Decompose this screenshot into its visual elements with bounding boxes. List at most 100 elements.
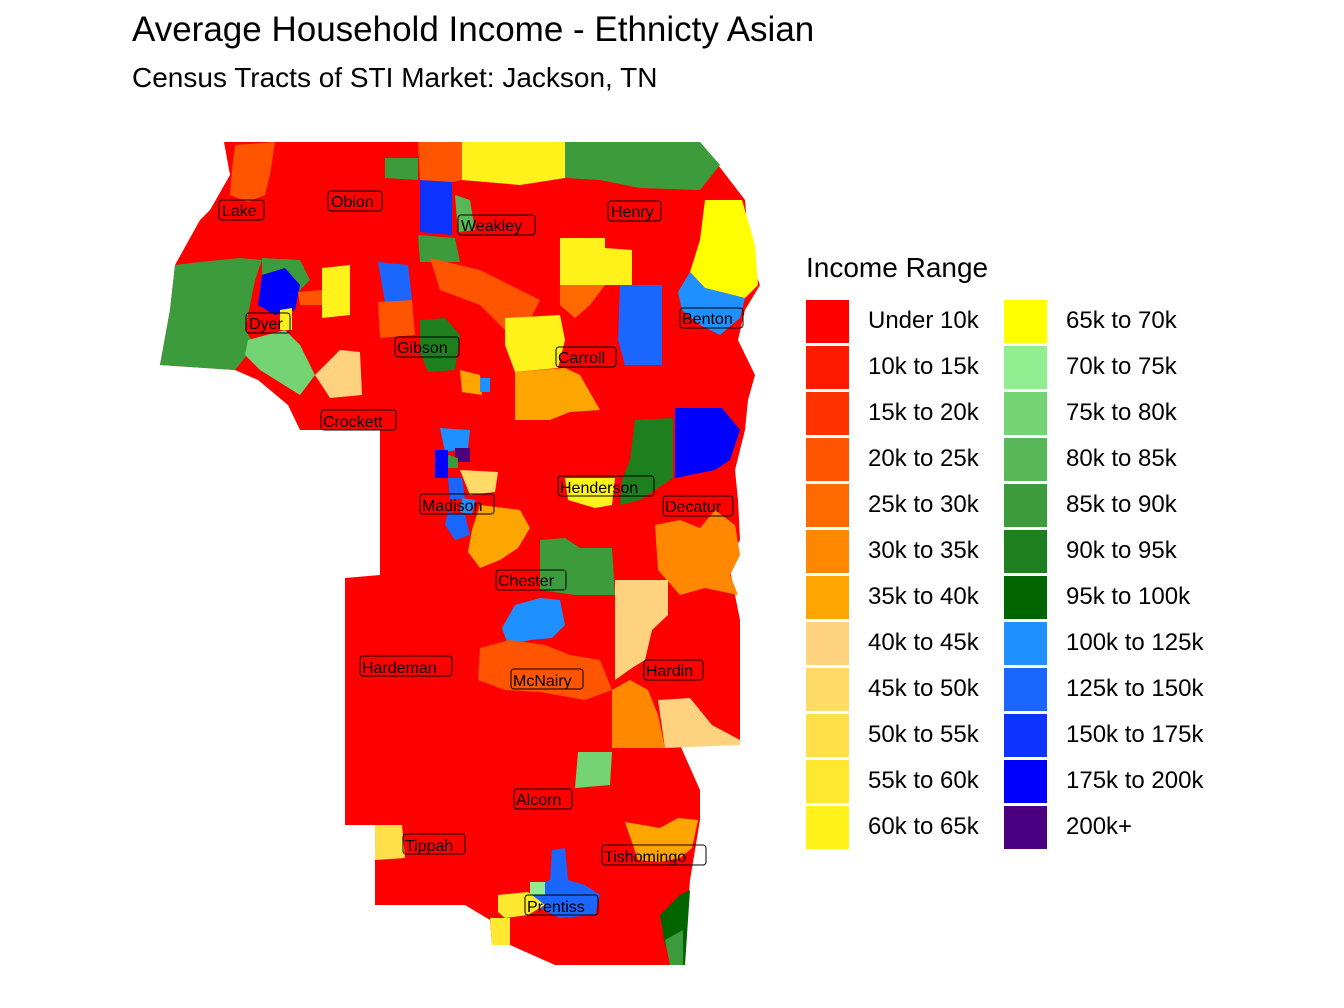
tract [440, 428, 470, 452]
legend-label: 95k to 100k [1066, 583, 1191, 610]
legend-item: 65k to 70k [1004, 298, 1202, 344]
svg-text:Weakley: Weakley [461, 218, 522, 235]
legend-item: 95k to 100k [1004, 574, 1202, 620]
tract [418, 142, 462, 185]
tract [490, 918, 510, 945]
svg-text:Hardin: Hardin [646, 663, 693, 680]
tract [620, 418, 673, 505]
tract [565, 478, 615, 508]
svg-text:Alcorn: Alcorn [516, 792, 561, 809]
tract [448, 455, 458, 468]
legend-item: 200k+ [1004, 804, 1202, 850]
tract [618, 285, 662, 365]
legend-item: 15k to 20k [806, 390, 1004, 436]
county-label-weakley: Weakley [457, 214, 536, 236]
county-label-madison: Madison [419, 493, 495, 515]
legend-item: 55k to 60k [806, 758, 1004, 804]
legend-label: 85k to 90k [1066, 491, 1177, 518]
legend-item: 75k to 80k [1004, 390, 1202, 436]
svg-text:McNairy: McNairy [513, 673, 572, 690]
svg-text:Dyer: Dyer [249, 316, 283, 333]
tract [502, 598, 565, 645]
legend-swatch [1004, 437, 1047, 481]
tract [378, 262, 412, 302]
svg-text:Henderson: Henderson [560, 480, 638, 497]
legend-label: 100k to 125k [1066, 629, 1204, 656]
legend-label: 35k to 40k [868, 583, 979, 610]
svg-text:Obion: Obion [331, 194, 374, 211]
legend-title: Income Range [806, 252, 989, 283]
legend-item: 30k to 35k [806, 528, 1004, 574]
legend-item: 70k to 75k [1004, 344, 1202, 390]
legend-swatch [1004, 529, 1047, 573]
legend-swatch [1004, 805, 1047, 849]
tract [565, 142, 720, 190]
svg-text:Decatur: Decatur [665, 499, 722, 516]
legend-label: 45k to 50k [868, 675, 979, 702]
map-title: Average Household Income - Ethnicty Asia… [132, 10, 815, 49]
legend-swatch [806, 575, 849, 619]
legend-item: 175k to 200k [1004, 758, 1203, 804]
county-label-crockett: Crockett [320, 409, 397, 431]
legend-swatch [1004, 575, 1047, 619]
tract [420, 318, 460, 372]
legend-item: 80k to 85k [1004, 436, 1202, 482]
tract [298, 290, 322, 305]
legend-column: 65k to 70k 70k to 75k 75k to 80k 80k to … [1004, 298, 1204, 850]
legend-item: 35k to 40k [806, 574, 1004, 620]
legend-label: 25k to 30k [868, 491, 979, 518]
tract [530, 882, 545, 895]
legend-swatch [806, 437, 849, 481]
county-label-hardeman: Hardeman [359, 655, 453, 677]
county-label-decatur: Decatur [662, 495, 734, 517]
legend-item: 40k to 45k [806, 620, 1004, 666]
tract [675, 408, 740, 478]
legend-item: Under 10k [806, 298, 1004, 344]
legend-label: 80k to 85k [1066, 445, 1177, 472]
tract [505, 315, 565, 372]
legend-swatch [1004, 621, 1047, 665]
legend-swatch [1004, 713, 1047, 757]
tract [460, 370, 482, 395]
county-label-alcorn: Alcorn [513, 788, 573, 810]
legend-label: 20k to 25k [868, 445, 979, 472]
tract [462, 142, 565, 185]
tract [315, 350, 362, 398]
legend-swatch [806, 713, 849, 757]
tract [160, 258, 262, 370]
legend-item: 60k to 65k [806, 804, 1004, 850]
tract [540, 538, 615, 595]
legend-item: 20k to 25k [806, 436, 1004, 482]
county-label-tishomingo: Tishomingo [601, 844, 707, 866]
county-label-tippah: Tippah [402, 833, 466, 855]
legend-swatch [806, 483, 849, 527]
tract [560, 238, 632, 285]
tract [655, 510, 740, 595]
legend-label: 60k to 65k [868, 813, 979, 840]
tract [448, 478, 465, 500]
tract [690, 200, 758, 298]
tract [515, 368, 600, 420]
tract [665, 930, 683, 965]
legend-swatch [806, 805, 849, 849]
tract [612, 680, 665, 748]
tract [460, 470, 498, 495]
legend-label: 10k to 15k [868, 353, 979, 380]
legend-swatch [806, 621, 849, 665]
tract [615, 580, 668, 680]
legend-item: 100k to 125k [1004, 620, 1204, 666]
legend-swatch [806, 391, 849, 435]
legend-label: 55k to 60k [868, 767, 979, 794]
legend-label: 200k+ [1066, 813, 1133, 840]
legend-label: 150k to 175k [1066, 721, 1204, 748]
tract [258, 268, 300, 315]
tract [498, 892, 545, 918]
legend-swatch [806, 299, 849, 343]
legend-swatch [1004, 483, 1047, 527]
county-label-henderson: Henderson [557, 475, 655, 497]
tract [378, 300, 415, 338]
legend-item: 10k to 15k [806, 344, 1004, 390]
svg-text:Prentiss: Prentiss [527, 899, 585, 916]
legend-item: 25k to 30k [806, 482, 1004, 528]
legend-item: 50k to 55k [806, 712, 1004, 758]
